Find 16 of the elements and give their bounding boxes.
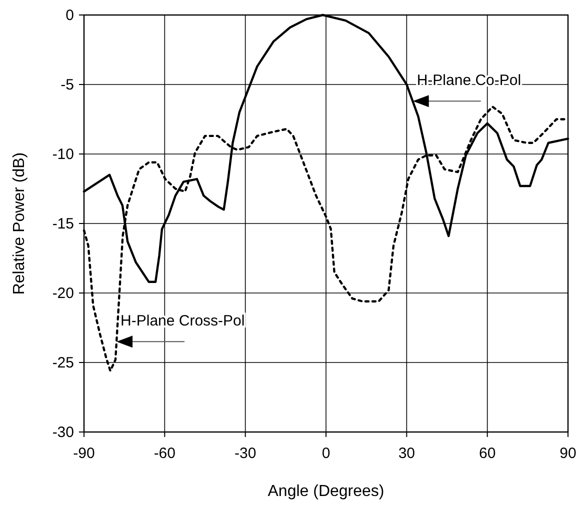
y-tick-label: -5: [60, 76, 74, 94]
y-tick-label: -30: [52, 424, 74, 441]
x-tick-label: 60: [478, 445, 496, 462]
y-tick-label: -10: [52, 146, 74, 163]
x-tick-label: -30: [234, 445, 256, 462]
y-axis-title: Relative Power (dB): [11, 152, 28, 295]
x-tick-label: -60: [154, 445, 176, 462]
x-tick-label: 0: [322, 445, 330, 462]
y-tick-label: 0: [66, 7, 74, 24]
y-tick-label: -15: [52, 216, 74, 232]
x-tick-label: -90: [73, 445, 95, 462]
x-axis-title: Angle (Degrees): [268, 483, 384, 500]
x-tick-label: 30: [398, 445, 416, 462]
y-tick-label: -20: [52, 285, 74, 302]
x-tick-label: 90: [560, 445, 576, 462]
y-tick-label: -25: [52, 354, 74, 372]
